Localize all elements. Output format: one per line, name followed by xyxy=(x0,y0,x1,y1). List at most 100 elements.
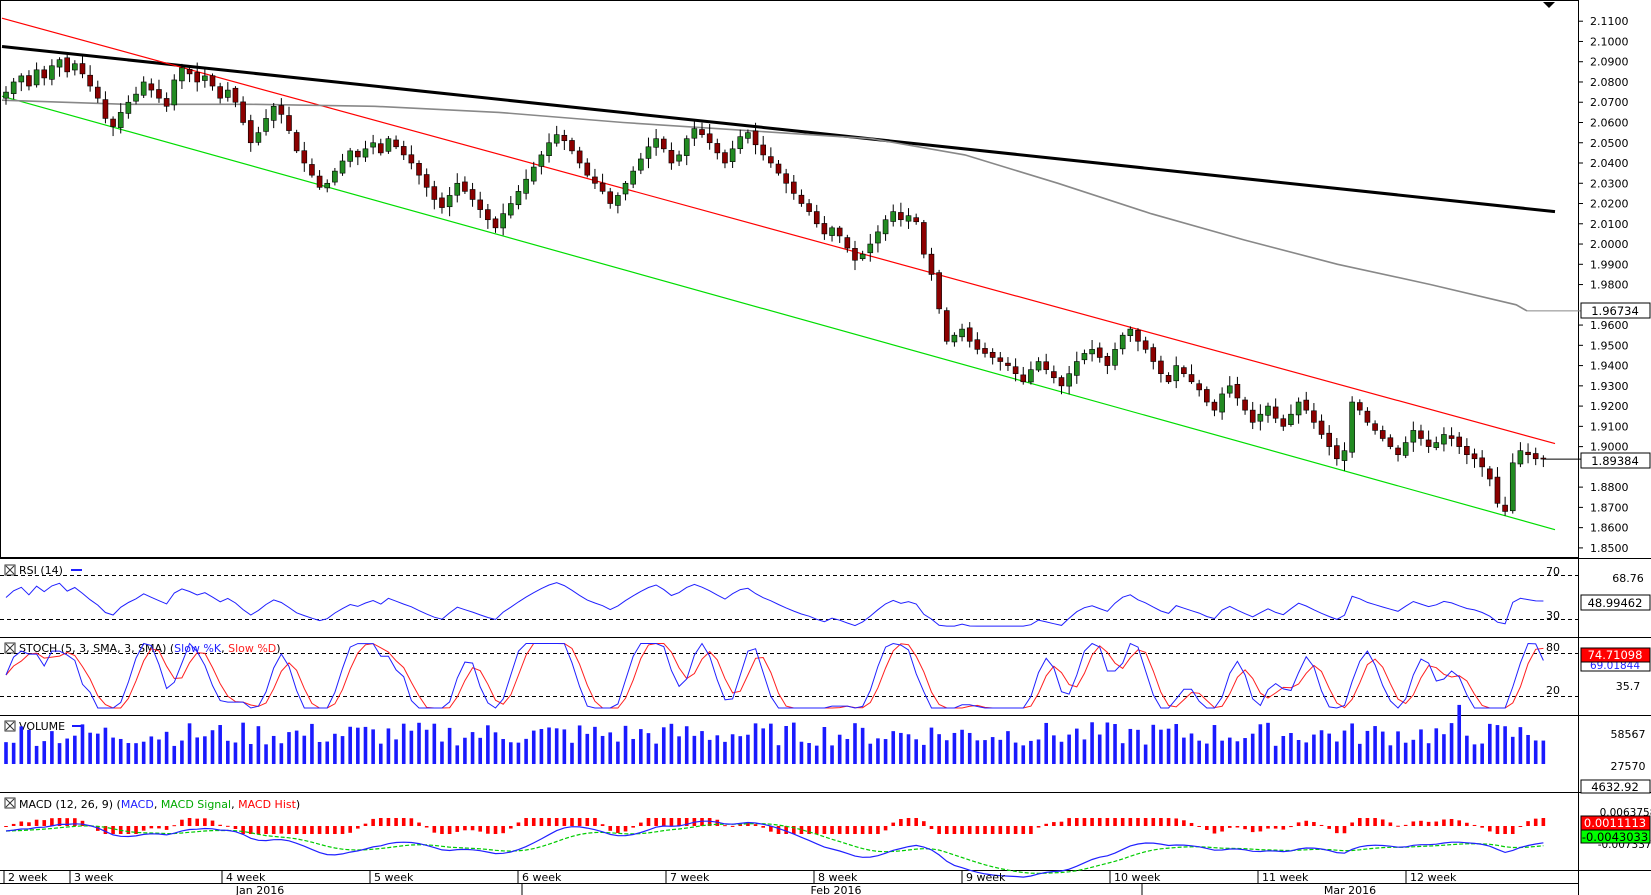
volume-bar xyxy=(1442,734,1446,764)
macd-hist-bar xyxy=(271,826,276,834)
macd-hist-bar xyxy=(1289,826,1293,828)
macd-value-red: 0.0011113 xyxy=(1584,816,1646,830)
candle-body xyxy=(1410,430,1417,443)
candle-body xyxy=(263,118,269,132)
candle-body xyxy=(202,75,208,81)
candle-body xyxy=(943,310,950,342)
candlestick-series xyxy=(3,54,1547,516)
candle xyxy=(1295,397,1302,424)
candle-body xyxy=(1127,328,1134,336)
candle xyxy=(638,152,644,175)
volume-bar xyxy=(34,745,39,764)
macd-hist-bar xyxy=(1380,819,1385,826)
macd-hist-bar xyxy=(975,826,980,834)
price-tick-label: 2.0000 xyxy=(1590,238,1629,251)
macd-hist-bar xyxy=(1510,826,1515,834)
candle xyxy=(247,114,254,152)
volume-bar xyxy=(669,723,674,764)
candle-body xyxy=(255,132,262,143)
candle xyxy=(255,126,262,146)
candle-body xyxy=(1532,453,1539,460)
macd-hist-bar xyxy=(172,825,177,827)
volume-bar xyxy=(1526,734,1530,764)
candle xyxy=(102,91,109,124)
volume-bar xyxy=(4,742,8,764)
volume-bar xyxy=(371,729,375,764)
candle-body xyxy=(1433,442,1440,448)
candle xyxy=(87,65,93,92)
macd-hist-bar xyxy=(371,818,375,826)
volume-bar xyxy=(1174,724,1179,764)
volume-bar xyxy=(1120,743,1125,764)
candle-body xyxy=(1211,401,1218,411)
candle xyxy=(1204,386,1210,407)
week-label: 2 week xyxy=(8,871,48,884)
candle xyxy=(64,54,70,78)
candle-body xyxy=(905,215,912,222)
volume-bar xyxy=(356,727,360,764)
candle xyxy=(1402,436,1409,459)
candle-body xyxy=(714,143,721,154)
candle-body xyxy=(768,156,774,164)
week-label: 10 week xyxy=(1114,871,1161,884)
candle xyxy=(324,179,331,193)
volume-bar xyxy=(1159,729,1163,764)
macd-hist-bar xyxy=(57,818,62,826)
macd-hist-bar xyxy=(814,826,819,834)
macd-hist-bar xyxy=(516,822,521,826)
candle xyxy=(523,169,529,200)
candle xyxy=(1502,496,1508,516)
candle xyxy=(1265,402,1271,423)
candle xyxy=(974,332,981,355)
macd-hist-bar xyxy=(1488,826,1492,832)
volume-bar xyxy=(1082,739,1087,764)
stoch-d-line xyxy=(5,643,1544,709)
volume-bar xyxy=(42,741,47,764)
volume-bar xyxy=(1304,742,1309,764)
price-tick-label: 1.8800 xyxy=(1590,481,1629,494)
volume-bar xyxy=(1105,722,1110,764)
candle-body xyxy=(783,173,789,184)
volume-bar xyxy=(409,730,414,764)
volume-bar xyxy=(432,723,437,764)
candle xyxy=(653,129,659,156)
price-tick-label: 1.9300 xyxy=(1590,380,1629,393)
candle-body xyxy=(1341,450,1348,461)
candle-body xyxy=(117,112,124,128)
ma-price-label: 1.96734 xyxy=(1580,302,1651,319)
candle xyxy=(1387,434,1394,450)
volume-bar xyxy=(363,726,368,764)
candle xyxy=(1379,425,1386,442)
volume-bar xyxy=(1052,735,1056,764)
volume-bar xyxy=(1488,723,1492,764)
candle xyxy=(1303,391,1310,414)
candle xyxy=(1012,358,1019,382)
candle-body xyxy=(989,351,996,358)
candle xyxy=(156,79,162,103)
macd-hist-bar xyxy=(470,826,475,831)
candle xyxy=(966,322,973,348)
collapse-arrow-icon[interactable] xyxy=(1543,2,1555,8)
candle-body xyxy=(515,191,522,206)
candle xyxy=(133,86,139,105)
candle-body xyxy=(446,195,453,208)
candle xyxy=(18,73,25,92)
candle-body xyxy=(179,67,185,82)
volume-title: VOLUME xyxy=(19,720,65,733)
candle xyxy=(821,216,828,240)
macd-hist-bar xyxy=(1342,826,1347,834)
candle xyxy=(1035,357,1042,373)
candle-body xyxy=(355,150,361,158)
candle xyxy=(530,161,537,185)
candle-body xyxy=(1073,361,1080,376)
volume-bar xyxy=(440,741,444,764)
volume-bar xyxy=(1357,743,1362,764)
macd-hist-bar xyxy=(1411,821,1416,826)
volume-bar xyxy=(103,727,108,764)
volume-bar xyxy=(294,730,299,764)
price-tick-label: 1.9100 xyxy=(1590,420,1629,433)
macd-hist-bar xyxy=(463,826,467,831)
candle xyxy=(936,269,942,314)
macd-hist-bar xyxy=(608,826,613,831)
candle xyxy=(1471,448,1478,468)
